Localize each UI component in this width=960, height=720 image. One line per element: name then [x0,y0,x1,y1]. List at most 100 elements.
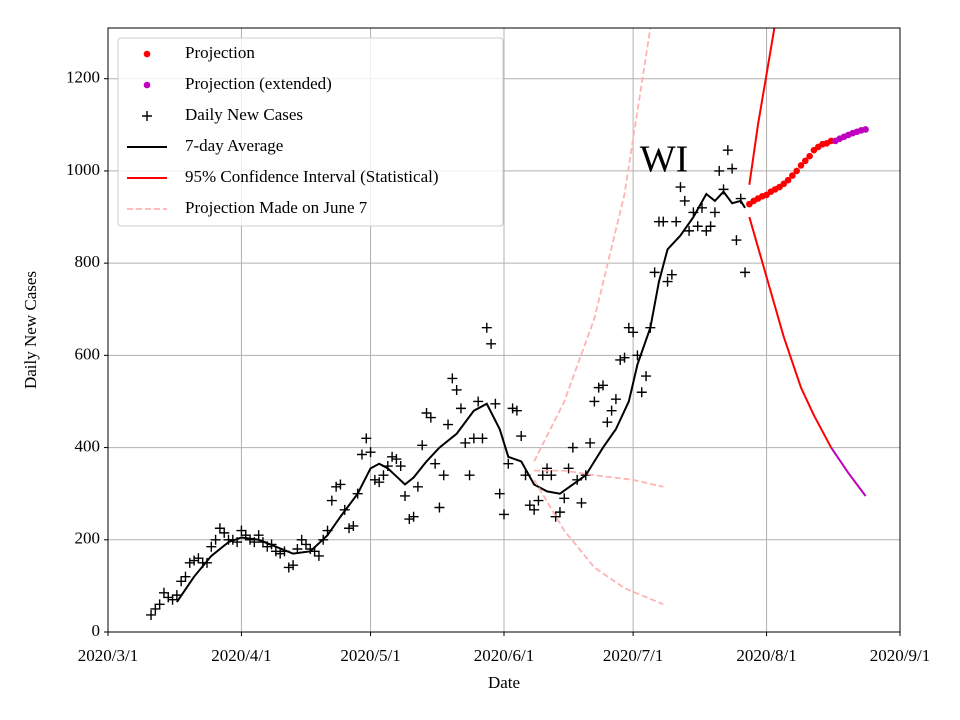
case-marker [692,221,703,232]
projection-point [789,172,796,179]
case-marker [455,403,466,414]
case-marker [176,576,187,587]
x-tick-label: 2020/7/1 [603,646,663,665]
case-marker [714,165,725,176]
case-marker [434,502,445,513]
case-marker [301,539,311,550]
case-marker [417,440,428,451]
case-marker [481,322,492,333]
case-marker [189,555,200,566]
case-marker [430,458,441,469]
legend-label: Projection Made on June 7 [185,198,368,217]
case-marker [589,396,600,407]
case-marker [563,463,574,474]
case-marker [219,527,230,538]
case-marker [146,609,157,620]
case-marker [524,500,535,511]
case-marker [619,352,630,363]
case-marker [503,458,514,469]
case-marker [679,195,690,206]
case-marker [722,145,733,156]
dashed-line [533,479,664,606]
projection-point [780,180,788,188]
case-marker [542,463,553,474]
case-marker [142,111,152,121]
case-marker [623,322,634,333]
case-marker [438,470,449,481]
x-tick-label: 2020/9/1 [870,646,930,665]
case-marker [378,470,389,481]
case-marker [408,511,419,522]
case-marker [464,470,475,481]
case-marker [348,520,359,531]
case-marker [576,497,587,508]
legend-label: Projection [185,43,255,62]
case-marker [727,163,738,174]
legend: Projection Projection (extended) Daily New… [117,37,504,227]
case-marker [559,493,570,504]
y-tick-label: 400 [75,436,101,455]
case-marker [447,373,458,384]
case-marker [184,557,195,568]
case-marker [288,560,299,571]
case-marker [387,451,398,462]
x-tick-label: 2020/5/1 [340,646,400,665]
case-marker [202,557,212,568]
series-line [748,216,833,449]
x-axis-label: Date [488,673,520,692]
projection-point [784,176,792,184]
case-marker [374,477,385,488]
case-marker [361,433,372,444]
case-marker [602,417,613,428]
case-marker [516,431,527,442]
legend-label: Projection (extended) [185,74,332,93]
case-marker [296,534,307,545]
x-tick-label: 2020/4/1 [211,646,271,665]
projection-point [143,81,151,89]
case-marker [537,470,548,481]
case-marker [356,449,367,460]
y-tick-label: 600 [75,344,101,363]
case-marker [705,221,716,232]
case-marker [666,269,677,280]
case-marker [206,541,217,552]
y-axis-label: Daily New Cases [21,271,40,389]
case-marker [313,550,324,561]
case-marker [365,447,376,458]
case-marker [253,530,264,541]
y-tick-label: 200 [75,529,101,548]
case-marker [662,276,673,287]
y-tick-label: 1000 [66,160,100,179]
case-marker [331,481,342,492]
case-marker [554,507,565,518]
case-marker [641,371,652,382]
case-marker [326,495,337,506]
legend-label: 7-day Average [185,136,283,155]
case-marker [283,562,294,573]
case-marker [477,433,488,444]
case-marker [709,207,720,218]
case-marker [167,594,178,605]
case-marker [494,488,505,499]
plot-area [146,28,869,620]
case-marker [451,384,462,395]
series-line [748,28,776,185]
case-marker [740,267,751,278]
projection-point [793,167,800,175]
case-marker [511,405,522,416]
case-marker [468,433,479,444]
case-marker [214,523,225,534]
case-marker [391,454,402,465]
case-marker [460,437,471,448]
case-marker [675,182,686,193]
legend-label: 95% Confidence Interval (Statistical) [185,167,439,186]
case-marker [404,514,415,525]
projection-point [143,50,151,58]
case-marker [150,603,161,614]
x-tick-label: 2020/8/1 [736,646,796,665]
case-marker [425,412,436,423]
x-tick-label: 2020/6/1 [474,646,534,665]
case-marker [615,354,626,365]
y-tick-label: 1200 [66,68,100,87]
case-marker [529,504,540,515]
